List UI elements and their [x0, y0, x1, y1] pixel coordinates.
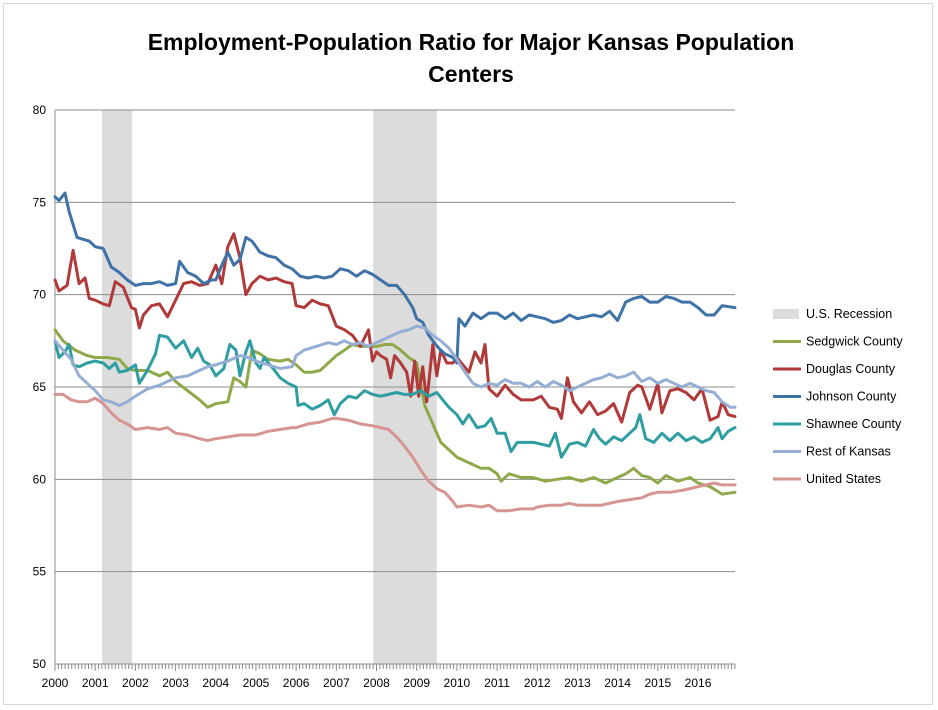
series-line-united-states: [53, 392, 737, 513]
series-lines: [53, 191, 737, 513]
y-tick-label: 60: [33, 472, 47, 486]
chart-title-line-2: Centers: [428, 61, 514, 87]
y-tick-label: 65: [33, 380, 47, 394]
x-tick-label: 2002: [122, 676, 149, 690]
chart-title-line-1: Employment-Population Ratio for Major Ka…: [148, 29, 795, 55]
x-tick-label: 2009: [403, 676, 430, 690]
x-tick-label: 2006: [283, 676, 310, 690]
x-tick-label: 2005: [243, 676, 270, 690]
series-line-shawnee-county: [53, 333, 737, 459]
series-line-douglas-county: [53, 232, 737, 424]
legend-swatch-recession: [773, 309, 799, 319]
legend-label-united-states: United States: [806, 472, 881, 486]
legend-label-sedgwick-county: Sedgwick County: [806, 335, 903, 349]
x-tick-label: 2016: [685, 676, 712, 690]
series-line-rest-of-kansas: [53, 324, 737, 409]
gridlines: [55, 109, 735, 573]
chart-frame: [3, 3, 933, 705]
x-tick-label: 2001: [82, 676, 109, 690]
y-tick-label: 80: [33, 103, 47, 117]
legend: U.S. Recession Sedgwick County Douglas Cou…: [773, 307, 903, 486]
x-tick-label: 2012: [524, 676, 551, 690]
x-tick-label: 2015: [644, 676, 671, 690]
y-tick-label: 50: [33, 657, 47, 671]
legend-label-recession: U.S. Recession: [806, 307, 892, 321]
y-tick-label: 55: [33, 565, 47, 579]
x-tick-label: 2011: [484, 676, 510, 690]
series-line-johnson-county: [53, 191, 737, 365]
y-tick-label: 75: [33, 195, 47, 209]
x-tick-label: 2013: [564, 676, 591, 690]
x-tick-label: 2003: [162, 676, 189, 690]
legend-label-shawnee-county: Shawnee County: [806, 417, 902, 431]
x-tick-label: 2000: [42, 676, 69, 690]
x-tick-label: 2004: [202, 676, 229, 690]
axes: 50 55 60 65 70 75 80 2000 2001 2002 2003 2004 2005 20…: [33, 103, 736, 690]
legend-label-johnson-county: Johnson County: [806, 390, 897, 404]
x-tick-label: 2007: [323, 676, 350, 690]
x-tick-label: 2008: [363, 676, 390, 690]
y-tick-label: 70: [33, 288, 47, 302]
x-tick-label: 2010: [444, 676, 471, 690]
series-line-sedgwick-county: [53, 328, 737, 496]
legend-label-rest-of-kansas: Rest of Kansas: [806, 445, 891, 459]
x-tick-label: 2014: [604, 676, 631, 690]
legend-label-douglas-county: Douglas County: [806, 362, 896, 376]
